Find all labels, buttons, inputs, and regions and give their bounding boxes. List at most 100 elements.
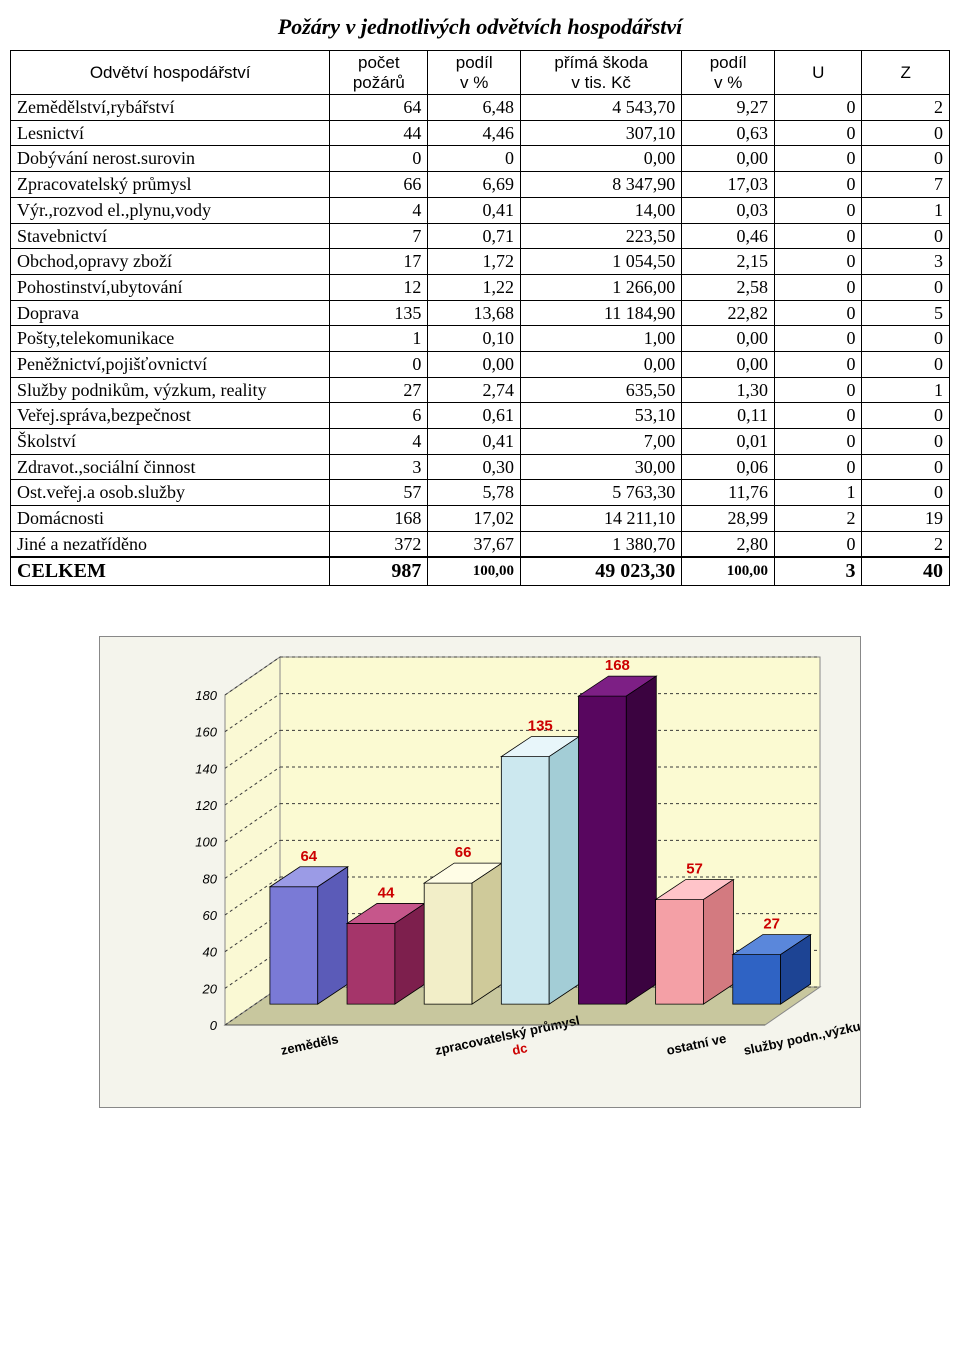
cell-damage: 49 023,30 (521, 557, 682, 586)
cell-z: 0 (862, 454, 950, 480)
cell-label: Školství (11, 429, 330, 455)
table-row: Zdravot.,sociální činnost30,3030,000,060… (11, 454, 950, 480)
cell-label: Domácnosti (11, 506, 330, 532)
cell-u: 2 (775, 506, 862, 532)
cell-z: 1 (862, 197, 950, 223)
table-total-row: CELKEM987100,0049 023,30100,00340 (11, 557, 950, 586)
cell-damage: 0,00 (521, 351, 682, 377)
col-share2: podíl v % (682, 51, 775, 95)
cell-p2: 28,99 (682, 506, 775, 532)
svg-text:57: 57 (686, 861, 703, 878)
svg-text:120: 120 (195, 798, 217, 813)
cell-u: 0 (775, 531, 862, 557)
cell-u: 0 (775, 351, 862, 377)
cell-p1: 0,41 (428, 429, 521, 455)
cell-count: 3 (330, 454, 428, 480)
cell-p1: 0 (428, 146, 521, 172)
cell-count: 7 (330, 223, 428, 249)
svg-text:135: 135 (528, 718, 553, 735)
table-row: Ost.veřej.a osob.služby575,785 763,3011,… (11, 480, 950, 506)
cell-p2: 0,11 (682, 403, 775, 429)
cell-p1: 1,72 (428, 249, 521, 275)
svg-text:40: 40 (203, 945, 218, 960)
cell-p1: 4,46 (428, 120, 521, 146)
cell-p1: 5,78 (428, 480, 521, 506)
svg-text:dc: dc (511, 1041, 529, 1059)
cell-count: 27 (330, 377, 428, 403)
table-row: Zpracovatelský průmysl666,698 347,9017,0… (11, 172, 950, 198)
table-row: Dobývání nerost.surovin000,000,0000 (11, 146, 950, 172)
cell-count: 66 (330, 172, 428, 198)
table-row: Pošty,telekomunikace10,101,000,0000 (11, 326, 950, 352)
cell-label: Jiné a nezatříděno (11, 531, 330, 557)
cell-count: 6 (330, 403, 428, 429)
table-row: Obchod,opravy zboží171,721 054,502,1503 (11, 249, 950, 275)
cell-label: Zemědělství,rybářství (11, 95, 330, 121)
cell-p2: 0,00 (682, 326, 775, 352)
cell-z: 0 (862, 429, 950, 455)
cell-p2: 100,00 (682, 557, 775, 586)
col-count: počet požárů (330, 51, 428, 95)
cell-p1: 1,22 (428, 274, 521, 300)
cell-label: CELKEM (11, 557, 330, 586)
svg-text:44: 44 (378, 885, 395, 902)
cell-label: Veřej.správa,bezpečnost (11, 403, 330, 429)
svg-text:64: 64 (300, 848, 317, 865)
table-row: Výr.,rozvod el.,plynu,vody40,4114,000,03… (11, 197, 950, 223)
cell-count: 1 (330, 326, 428, 352)
cell-p2: 2,58 (682, 274, 775, 300)
cell-z: 0 (862, 403, 950, 429)
cell-count: 0 (330, 351, 428, 377)
svg-text:ostatní ve: ostatní ve (665, 1031, 727, 1058)
cell-count: 17 (330, 249, 428, 275)
cell-z: 0 (862, 326, 950, 352)
cell-damage: 14,00 (521, 197, 682, 223)
cell-label: Služby podnikům, výzkum, reality (11, 377, 330, 403)
cell-label: Dobývání nerost.surovin (11, 146, 330, 172)
cell-label: Obchod,opravy zboží (11, 249, 330, 275)
cell-damage: 4 543,70 (521, 95, 682, 121)
cell-damage: 1 266,00 (521, 274, 682, 300)
cell-count: 0 (330, 146, 428, 172)
cell-damage: 53,10 (521, 403, 682, 429)
cell-p1: 0,41 (428, 197, 521, 223)
cell-z: 1 (862, 377, 950, 403)
cell-p2: 1,30 (682, 377, 775, 403)
svg-text:180: 180 (195, 688, 217, 703)
cell-u: 0 (775, 120, 862, 146)
cell-count: 57 (330, 480, 428, 506)
col-share1: podíl v % (428, 51, 521, 95)
table-row: Pohostinství,ubytování121,221 266,002,58… (11, 274, 950, 300)
cell-z: 7 (862, 172, 950, 198)
cell-u: 0 (775, 223, 862, 249)
cell-z: 5 (862, 300, 950, 326)
cell-u: 0 (775, 172, 862, 198)
cell-z: 40 (862, 557, 950, 586)
cell-p1: 13,68 (428, 300, 521, 326)
cell-z: 0 (862, 223, 950, 249)
cell-z: 0 (862, 480, 950, 506)
cell-p1: 0,10 (428, 326, 521, 352)
cell-p2: 11,76 (682, 480, 775, 506)
svg-text:66: 66 (455, 845, 472, 862)
cell-p2: 17,03 (682, 172, 775, 198)
cell-damage: 5 763,30 (521, 480, 682, 506)
cell-label: Pohostinství,ubytování (11, 274, 330, 300)
table-row: Doprava13513,6811 184,9022,8205 (11, 300, 950, 326)
cell-p1: 100,00 (428, 557, 521, 586)
cell-label: Doprava (11, 300, 330, 326)
table-row: Školství40,417,000,0100 (11, 429, 950, 455)
cell-p1: 0,61 (428, 403, 521, 429)
cell-u: 0 (775, 197, 862, 223)
cell-z: 0 (862, 120, 950, 146)
cell-u: 0 (775, 249, 862, 275)
cell-z: 0 (862, 351, 950, 377)
cell-p1: 0,30 (428, 454, 521, 480)
svg-text:20: 20 (202, 982, 218, 997)
table-row: Stavebnictví70,71223,500,4600 (11, 223, 950, 249)
svg-text:140: 140 (195, 762, 217, 777)
cell-u: 0 (775, 454, 862, 480)
cell-count: 4 (330, 197, 428, 223)
col-u: U (775, 51, 862, 95)
cell-p2: 0,06 (682, 454, 775, 480)
